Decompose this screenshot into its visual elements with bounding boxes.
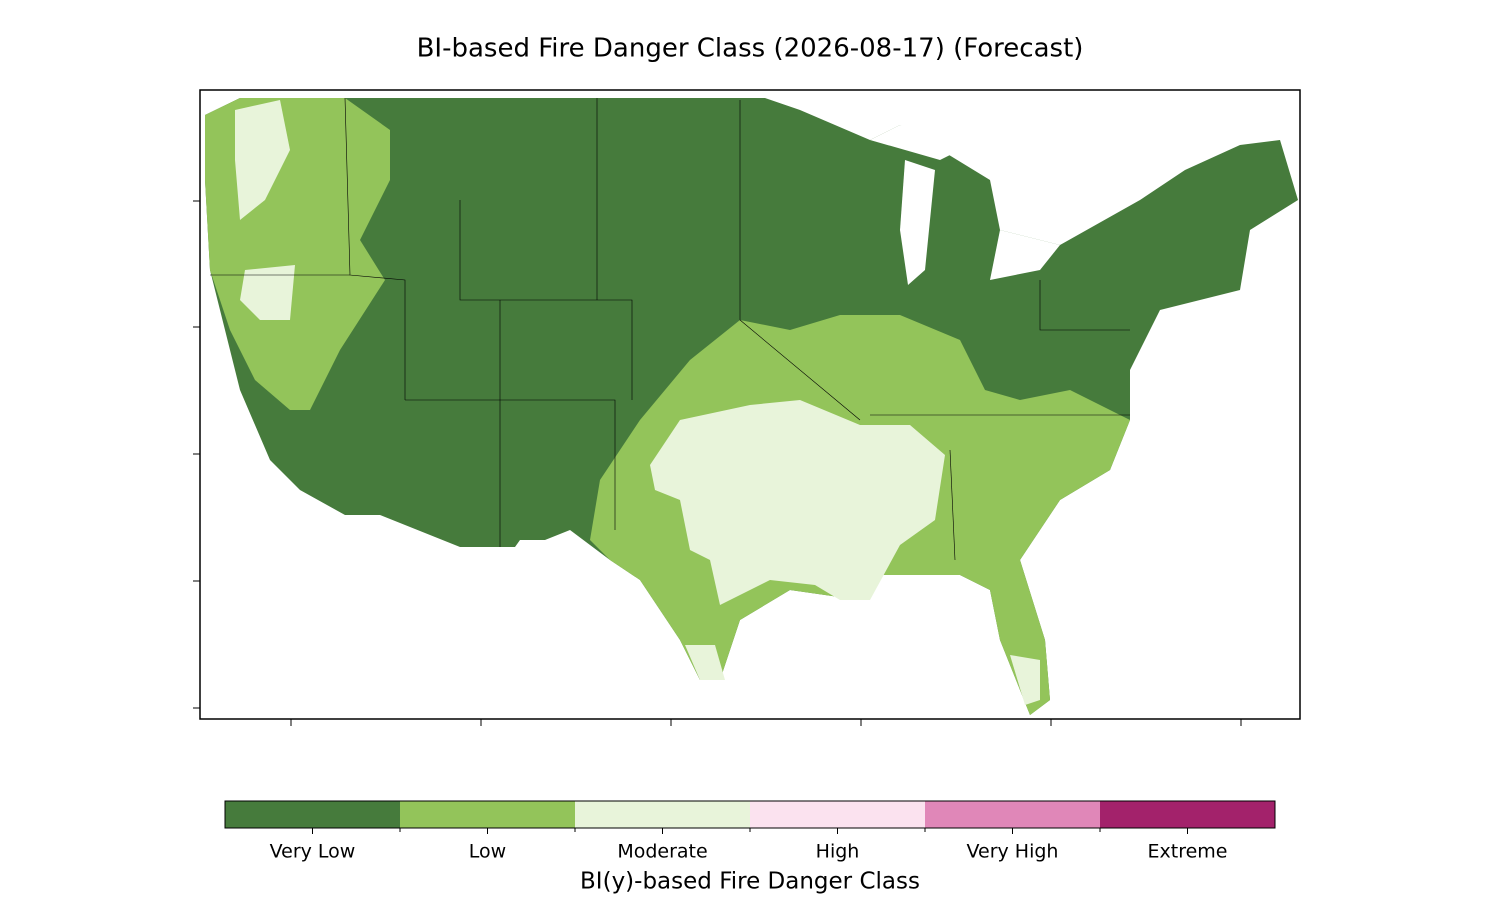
colorbar-tick-label: High [816, 841, 860, 863]
lake [870, 125, 960, 160]
colorbar-label: BI(y)-based Fire Danger Class [580, 869, 920, 895]
colorbar-swatch [925, 801, 1100, 828]
region [1010, 655, 1040, 705]
colorbar-tick-label: Low [469, 841, 506, 863]
colorbar-tick-label: Very Low [270, 841, 356, 863]
colorbar: Very Low Low Moderate High Very High Extreme [224, 800, 1276, 863]
region [685, 645, 725, 680]
colorbar-swatch [575, 801, 750, 828]
colorbar-swatch [750, 801, 925, 828]
lake [990, 230, 1060, 280]
state-borders [210, 97, 1130, 561]
colorbar-tick-label: Moderate [617, 841, 707, 863]
colorbar-swatch [1100, 801, 1275, 828]
map-frame [199, 89, 1301, 720]
colorbar-frame [224, 800, 1276, 829]
region [650, 400, 945, 605]
colorbar-swatch [400, 801, 575, 828]
axis-ticks [193, 200, 1242, 726]
colorbar-tick-label: Very High [967, 841, 1059, 863]
map [205, 97, 1298, 715]
region [240, 265, 295, 320]
map-title: BI-based Fire Danger Class (2026-08-17) … [417, 34, 1084, 64]
region [235, 100, 290, 220]
lake [900, 160, 935, 285]
colorbar-swatch [225, 801, 400, 828]
colorbar-tick-label: Extreme [1148, 841, 1228, 863]
